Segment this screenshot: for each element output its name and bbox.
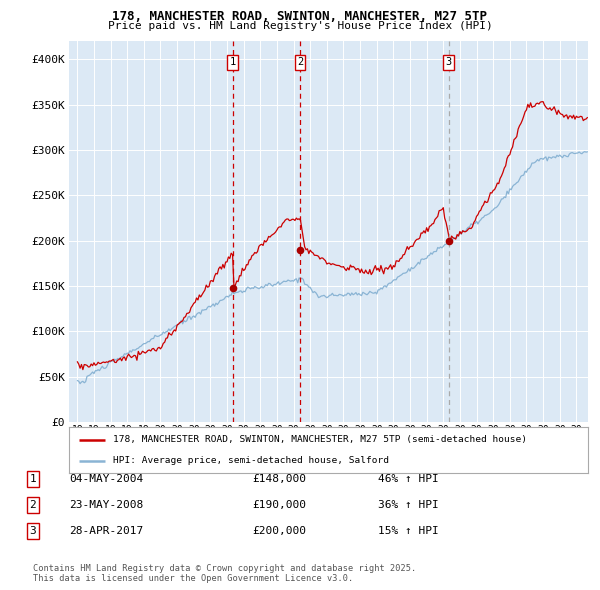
Text: 28-APR-2017: 28-APR-2017 <box>69 526 143 536</box>
Text: 23-MAY-2008: 23-MAY-2008 <box>69 500 143 510</box>
Text: 2: 2 <box>29 500 37 510</box>
Text: £148,000: £148,000 <box>252 474 306 484</box>
Text: 1: 1 <box>29 474 37 484</box>
Text: 3: 3 <box>446 57 452 67</box>
Text: £190,000: £190,000 <box>252 500 306 510</box>
Text: 46% ↑ HPI: 46% ↑ HPI <box>378 474 439 484</box>
Text: 04-MAY-2004: 04-MAY-2004 <box>69 474 143 484</box>
Text: 15% ↑ HPI: 15% ↑ HPI <box>378 526 439 536</box>
Text: 3: 3 <box>29 526 37 536</box>
Text: Contains HM Land Registry data © Crown copyright and database right 2025.
This d: Contains HM Land Registry data © Crown c… <box>33 563 416 583</box>
Text: 178, MANCHESTER ROAD, SWINTON, MANCHESTER, M27 5TP (semi-detached house): 178, MANCHESTER ROAD, SWINTON, MANCHESTE… <box>113 435 527 444</box>
Text: 178, MANCHESTER ROAD, SWINTON, MANCHESTER, M27 5TP: 178, MANCHESTER ROAD, SWINTON, MANCHESTE… <box>113 10 487 23</box>
Text: 1: 1 <box>230 57 236 67</box>
Text: £200,000: £200,000 <box>252 526 306 536</box>
Text: HPI: Average price, semi-detached house, Salford: HPI: Average price, semi-detached house,… <box>113 456 389 466</box>
Text: 36% ↑ HPI: 36% ↑ HPI <box>378 500 439 510</box>
Text: 2: 2 <box>297 57 303 67</box>
Text: Price paid vs. HM Land Registry's House Price Index (HPI): Price paid vs. HM Land Registry's House … <box>107 21 493 31</box>
